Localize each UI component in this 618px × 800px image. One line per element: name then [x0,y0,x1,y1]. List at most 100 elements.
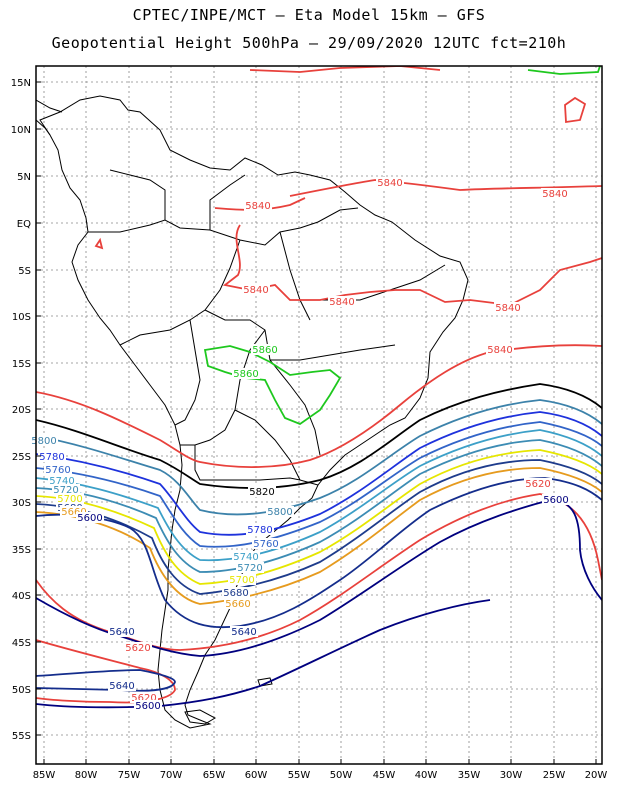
contour-label-5620: 5620 [525,479,550,490]
contour-label-5840: 5840 [487,345,512,356]
lat-tick-label: 5S [18,266,31,277]
central-america-coastline [36,99,63,136]
contour-5800 [36,399,602,516]
contour-label-bg [328,296,356,307]
contour-label-5840: 5840 [542,189,567,200]
contour-label-5840: 5840 [243,285,268,296]
lon-tick-label: 65W [203,770,226,781]
contour-label-5760: 5760 [253,539,278,550]
contour-label-5660: 5660 [61,507,86,518]
lon-tick-label: 80W [75,770,98,781]
contour-label-5760: 5760 [45,465,70,476]
contour-5640 [36,477,602,629]
lon-tick-label: 45W [373,770,396,781]
contour-label-bg [376,177,404,188]
contour-label-bg [228,574,256,585]
contour-label-bg [130,692,158,703]
contour-labels: 5840 5840 5840 5840 5840 5840 5840 5860 5860 5820… [30,177,570,712]
contour-label-bg [230,626,258,637]
lat-tick-label: 35S [12,545,31,556]
contour-label-5840: 5840 [245,201,270,212]
map-subtitle: Geopotential Height 500hPa – 29/09/2020 … [51,34,567,52]
lat-tick-label: 50S [12,685,31,696]
lat-tick-label: 25S [12,452,31,463]
contour-label-5700: 5700 [57,494,82,505]
contour-label-5620: 5620 [131,693,156,704]
contour-5760 [36,421,602,548]
contour-5860-bolivia-brazil [203,345,342,426]
contour-label-5780: 5780 [39,452,64,463]
contour-label-bg [242,284,270,295]
contour-label-5780: 5780 [247,525,272,536]
contour-label-bg [251,344,279,355]
contour-label-bg [266,506,294,517]
lon-tick-label: 35W [458,770,481,781]
contour-label-bg [76,512,104,523]
contour-label-bg [494,302,522,313]
contour-label-5860: 5860 [252,345,277,356]
contour-5600-south [36,599,491,709]
contour-label-5840: 5840 [329,297,354,308]
lon-tick-label: 50W [330,770,353,781]
contour-5660 [36,467,602,605]
contour-5820 [36,383,602,489]
contour-5620-south [36,639,176,704]
lon-tick-label: 55W [288,770,311,781]
contour-label-5840: 5840 [377,178,402,189]
lat-tick-label: 55S [12,731,31,742]
contour-label-bg [56,493,84,504]
contour-label-bg [542,494,570,505]
contour-label-bg [52,484,80,495]
contour-5720 [36,439,602,573]
contour-label-bg [222,587,250,598]
lat-tick-label: 5N [17,172,31,183]
tierra-del-fuego [184,709,217,725]
contour-label-5600: 5600 [135,701,160,712]
geopotential-contours [36,66,602,709]
contour-label-5600: 5600 [77,513,102,524]
contour-5840-north [249,66,602,197]
lat-tick-label: 30S [12,498,31,509]
contour-label-5740: 5740 [49,476,74,487]
contour-label-5680: 5680 [223,588,248,599]
lat-tick-label: 10S [12,312,31,323]
contour-label-bg [248,486,276,497]
contour-label-bg [232,368,260,379]
contour-label-bg [44,464,72,475]
contour-label-bg [48,475,76,486]
latitude-axis: 15N 10N 5N EQ 5S 10S 15S 20S 25S 30S 35S 40S 45S 50S 5… [11,78,41,742]
contour-label-bg [108,626,136,637]
contour-label-5720: 5720 [53,485,78,496]
lon-tick-label: 60W [245,770,268,781]
lat-tick-label: 15S [12,359,31,370]
lat-tick-label: 15N [11,78,31,89]
contour-label-5820: 5820 [249,487,274,498]
contour-5780 [36,411,602,536]
contour-label-bg [246,524,274,535]
contour-label-bg [541,188,569,199]
contour-label-bg [224,598,252,609]
contour-label-5600: 5600 [543,495,568,506]
contour-5840-small-loop [94,96,587,250]
contour-label-bg [60,506,88,517]
contour-label-5720: 5720 [237,563,262,574]
contour-label-bg [232,551,260,562]
contour-label-5640: 5640 [231,627,256,638]
contour-5740 [36,429,602,562]
contour-label-bg [486,344,514,355]
lat-tick-label: 20S [12,405,31,416]
lon-tick-label: 40W [415,770,438,781]
lat-tick-label: EQ [17,219,31,230]
contour-label-5740: 5740 [233,552,258,563]
contour-label-5640: 5640 [109,681,134,692]
contour-label-bg [236,562,264,573]
contour-5600 [36,499,602,657]
contour-label-5700: 5700 [229,575,254,586]
contour-label-5660: 5660 [225,599,250,610]
contour-label-bg [38,451,66,462]
lon-tick-label: 75W [118,770,141,781]
lon-tick-label: 85W [33,770,56,781]
longitude-axis: 85W 80W 75W 70W 65W 60W 55W 50W 45W 40W 35W 30W 25W 2… [33,759,607,781]
plot-frame [35,65,603,765]
